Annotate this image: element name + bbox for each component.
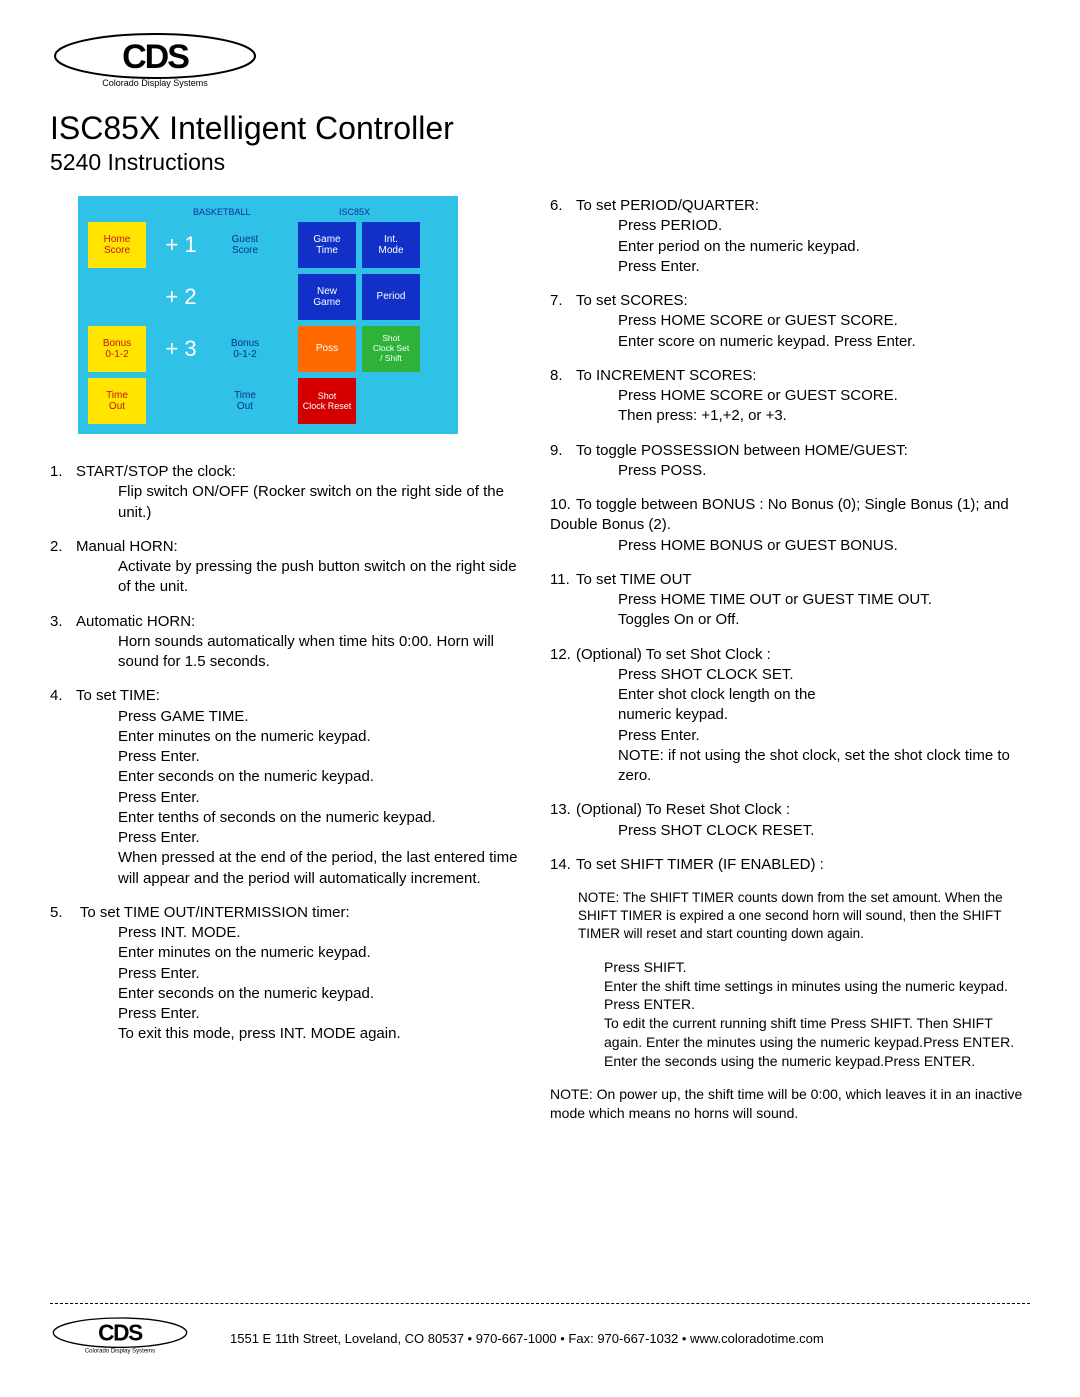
svg-text:Colorado Display Systems: Colorado Display Systems [85, 1349, 155, 1355]
keypad-button: Time Out [216, 378, 274, 424]
instruction-item: 9.To toggle POSSESSION between HOME/GUES… [550, 441, 1030, 482]
keypad-button [362, 378, 420, 424]
keypad-button: Shot Clock Reset [298, 378, 356, 424]
instruction-body: Press POSS. [550, 461, 1030, 481]
instruction-body: Press GAME TIME. Enter minutes on the nu… [50, 707, 520, 889]
keypad-button [152, 378, 210, 424]
instruction-item: 13.(Optional) To Reset Shot Clock : Press… [550, 800, 1030, 841]
instruction-number: 1. [50, 462, 76, 482]
instruction-body: Activate by pressing the push button swi… [50, 557, 520, 598]
keypad-button [88, 274, 146, 320]
instruction-head: (Optional) To Reset Shot Clock : [576, 801, 790, 818]
instruction-head: To set SHIFT TIMER (IF ENABLED) : [576, 856, 824, 873]
instruction-number: 3. [50, 612, 76, 632]
instruction-head: To toggle POSSESSION between HOME/GUEST: [576, 442, 908, 459]
keypad-header-right: ISC85X [339, 206, 378, 218]
instruction-head: To set TIME OUT [576, 571, 692, 588]
instruction-item: 8.To INCREMENT SCORES: Press HOME SCORE o… [550, 366, 1030, 427]
instruction-head: Automatic HORN: [76, 613, 195, 630]
page-subtitle: 5240 Instructions [50, 149, 1030, 176]
instruction-head: To set TIME: [76, 687, 160, 704]
instruction-number: 10. [550, 495, 576, 515]
instruction-number: 2. [50, 537, 76, 557]
instruction-item: 5. To set TIME OUT/INTERMISSION timer: Pr… [50, 903, 520, 1045]
instruction-head: START/STOP the clock: [76, 463, 236, 480]
keypad-button: Game Time [298, 222, 356, 268]
instruction-item: 1.START/STOP the clock: Flip switch ON/OF… [50, 462, 520, 523]
keypad-button: Bonus 0-1-2 [216, 326, 274, 372]
shift-note-1: NOTE: The SHIFT TIMER counts down from t… [550, 889, 1030, 944]
keypad-button: Bonus 0-1-2 [88, 326, 146, 372]
brand-logo: CDS Colorado Display Systems [50, 32, 1030, 90]
instruction-head: To INCREMENT SCORES: [576, 367, 757, 384]
instruction-item: 2.Manual HORN: Activate by pressing the … [50, 537, 520, 598]
keypad-button: Time Out [88, 378, 146, 424]
keypad-diagram: BASKETBALL ISC85X Home Score+ 1Guest Sco… [78, 196, 458, 434]
keypad-button: Home Score [88, 222, 146, 268]
instruction-number: 8. [550, 366, 576, 386]
instruction-body: Press HOME TIME OUT or GUEST TIME OUT. T… [550, 590, 1030, 631]
footer-text: 1551 E 11th Street, Loveland, CO 80537 •… [230, 1331, 1030, 1346]
instruction-number: 4. [50, 686, 76, 706]
svg-text:CDS: CDS [122, 38, 189, 76]
keypad-button: + 1 [152, 222, 210, 268]
instruction-body: Press SHOT CLOCK SET. Enter shot clock l… [550, 665, 1030, 787]
keypad-button: + 2 [152, 274, 210, 320]
keypad-button: Poss [298, 326, 356, 372]
instruction-head: To toggle between BONUS : No Bonus (0); … [550, 496, 1009, 533]
page-title: ISC85X Intelligent Controller [50, 110, 1030, 147]
instruction-body: Press PERIOD. Enter period on the numeri… [550, 216, 1030, 277]
keypad-button: Int. Mode [362, 222, 420, 268]
keypad-button: Period [362, 274, 420, 320]
svg-text:CDS: CDS [98, 1320, 143, 1346]
instruction-item: 7.To set SCORES: Press HOME SCORE or GUES… [550, 291, 1030, 352]
instruction-number: 11. [550, 570, 576, 590]
instruction-number: 9. [550, 441, 576, 461]
keypad-header-left: BASKETBALL [193, 206, 251, 218]
instruction-number: 14. [550, 855, 576, 875]
instruction-head: Manual HORN: [76, 538, 178, 555]
instruction-number: 5. [50, 903, 76, 923]
instruction-number: 13. [550, 800, 576, 820]
keypad-button: + 3 [152, 326, 210, 372]
keypad-button: Guest Score [216, 222, 274, 268]
instruction-body: Press HOME SCORE or GUEST SCORE. Then pr… [550, 386, 1030, 427]
keypad-button [216, 274, 274, 320]
instruction-item: 11.To set TIME OUT Press HOME TIME OUT or… [550, 570, 1030, 631]
instruction-item: 6.To set PERIOD/QUARTER: Press PERIOD. En… [550, 196, 1030, 277]
instruction-head: To set SCORES: [576, 292, 688, 309]
left-column: BASKETBALL ISC85X Home Score+ 1Guest Sco… [50, 196, 520, 1137]
keypad-button: New Game [298, 274, 356, 320]
instruction-body: Press INT. MODE. Enter minutes on the nu… [50, 923, 520, 1045]
instruction-body: Press HOME BONUS or GUEST BONUS. [550, 536, 1030, 556]
instruction-body: Flip switch ON/OFF (Rocker switch on the… [50, 482, 520, 523]
instruction-head: To set PERIOD/QUARTER: [576, 197, 759, 214]
brand-tagline: Colorado Display Systems [102, 78, 208, 88]
right-column: 6.To set PERIOD/QUARTER: Press PERIOD. En… [550, 196, 1030, 1137]
instruction-number: 6. [550, 196, 576, 216]
footer-logo: CDS Colorado Display Systems [50, 1316, 190, 1361]
instruction-body: Press HOME SCORE or GUEST SCORE. Enter s… [550, 311, 1030, 352]
instruction-item: 4.To set TIME: Press GAME TIME. Enter min… [50, 686, 520, 889]
instruction-head: To set TIME OUT/INTERMISSION timer: [76, 904, 350, 921]
instruction-item: 10.To toggle between BONUS : No Bonus (0… [550, 495, 1030, 556]
instruction-number: 12. [550, 645, 576, 665]
keypad-button: Shot Clock Set / Shift [362, 326, 420, 372]
instruction-body: Press SHOT CLOCK RESET. [550, 821, 1030, 841]
instruction-item: 14.To set SHIFT TIMER (IF ENABLED) : [550, 855, 1030, 875]
instruction-item: 3.Automatic HORN: Horn sounds automatical… [50, 612, 520, 673]
instruction-item: 12.(Optional) To set Shot Clock : Press S… [550, 645, 1030, 787]
instruction-body: Horn sounds automatically when time hits… [50, 632, 520, 673]
shift-note-2: NOTE: On power up, the shift time will b… [550, 1085, 1030, 1123]
instruction-head: (Optional) To set Shot Clock : [576, 646, 771, 663]
instruction-number: 7. [550, 291, 576, 311]
page-footer: CDS Colorado Display Systems 1551 E 11th… [50, 1303, 1030, 1361]
shift-body: Press SHIFT. Enter the shift time settin… [550, 958, 1030, 1071]
